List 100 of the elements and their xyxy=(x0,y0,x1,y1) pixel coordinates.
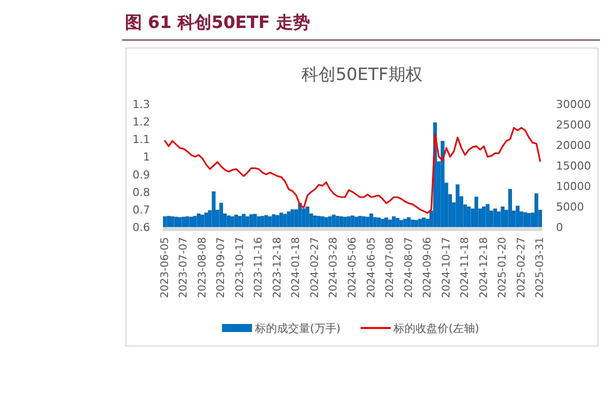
bar xyxy=(384,218,388,227)
bar xyxy=(279,212,284,227)
x-tick-label: 2024-01-18 xyxy=(290,237,302,298)
bar xyxy=(166,216,171,227)
y2-tick-label: 5000 xyxy=(556,200,584,214)
x-tick-label: 2025-01-20 xyxy=(496,237,509,298)
bar xyxy=(426,218,430,227)
bar xyxy=(474,196,478,227)
y-tick-label: 0.7 xyxy=(132,203,150,216)
bar xyxy=(332,214,336,227)
caption: 图 61 科创50ETF 走势 xyxy=(125,13,310,33)
bar xyxy=(170,216,174,227)
bar xyxy=(538,210,542,227)
bar xyxy=(200,214,204,227)
bar xyxy=(373,217,377,227)
bar xyxy=(306,206,310,227)
bar xyxy=(463,204,467,227)
bar xyxy=(530,212,534,227)
x-tick-label: 2024-06-05 xyxy=(365,237,378,298)
bar xyxy=(392,216,396,227)
bar xyxy=(246,216,250,227)
bar xyxy=(163,216,167,227)
x-tick-label: 2023-11-16 xyxy=(252,236,265,298)
bar xyxy=(418,218,422,227)
bar xyxy=(470,208,474,227)
bar xyxy=(406,217,411,227)
bar xyxy=(276,215,280,227)
bar xyxy=(230,216,234,227)
bar xyxy=(519,211,524,227)
bar xyxy=(350,216,354,227)
x-tick-label: 2024-07-08 xyxy=(384,237,396,298)
bar xyxy=(253,214,257,227)
y2-tick-label: 10000 xyxy=(556,180,591,193)
bar xyxy=(283,214,287,227)
bar xyxy=(234,214,238,227)
x-tick-label: 2023-10-17 xyxy=(234,237,246,298)
bar xyxy=(496,211,501,227)
y-tick-label: 1.3 xyxy=(132,98,150,111)
x-tick-label: 2023-08-08 xyxy=(196,237,208,298)
x-tick-label: 2024-02-27 xyxy=(308,237,321,298)
bar xyxy=(422,218,426,227)
y-tick-label: 0.9 xyxy=(132,168,150,182)
x-tick-label: 2024-03-28 xyxy=(328,237,340,298)
bar xyxy=(290,209,294,227)
x-tick-label: 2025-02-27 xyxy=(515,237,528,298)
bar xyxy=(316,216,321,227)
bar xyxy=(328,216,332,227)
bar xyxy=(403,218,407,227)
bar xyxy=(346,216,351,227)
bar xyxy=(459,196,464,227)
bar xyxy=(286,211,291,227)
y2-tick-label: 15000 xyxy=(556,160,591,172)
bar xyxy=(193,216,197,227)
bar xyxy=(436,161,441,227)
x-tick-label: 2023-06-05 xyxy=(158,237,171,298)
bar xyxy=(256,216,261,227)
y2-tick-label: 0 xyxy=(556,221,563,234)
bar xyxy=(178,217,182,227)
bar xyxy=(512,210,516,227)
bar xyxy=(242,214,246,227)
chart-title: 科创50ETF期权 xyxy=(302,65,422,85)
y-tick-label: 0.6 xyxy=(132,221,150,234)
bar xyxy=(376,218,381,227)
x-tick-label: 2023-07-07 xyxy=(178,237,190,298)
bar xyxy=(358,216,362,227)
bar xyxy=(216,210,220,227)
bar xyxy=(226,216,231,227)
bar xyxy=(440,140,444,227)
bar xyxy=(174,216,178,227)
x-tick-label: 2023-09-07 xyxy=(215,237,228,298)
bar xyxy=(298,202,302,227)
y2-tick-label: 20000 xyxy=(556,139,591,152)
bar xyxy=(493,208,497,227)
bar xyxy=(508,188,512,227)
bar xyxy=(429,210,434,227)
bar xyxy=(478,208,482,227)
y-tick-label: 1 xyxy=(143,150,150,164)
x-tick-label: 2024-11-18 xyxy=(459,237,472,298)
bar xyxy=(414,220,418,227)
bar xyxy=(189,216,194,227)
x-tick-label: 2025-03-31 xyxy=(534,237,546,298)
y-tick-label: 0.8 xyxy=(132,186,150,199)
bar xyxy=(302,208,306,227)
bar xyxy=(448,194,452,227)
bar xyxy=(504,210,508,227)
bar xyxy=(523,212,527,227)
bar xyxy=(500,206,504,227)
bar xyxy=(212,191,216,227)
bar xyxy=(272,214,276,227)
bar xyxy=(466,206,471,227)
bar xyxy=(456,184,460,227)
x-tick-label: 2023-12-18 xyxy=(271,237,284,298)
bar xyxy=(208,210,212,227)
bar xyxy=(320,216,324,227)
x-tick-label: 2024-10-17 xyxy=(440,237,452,298)
y2-tick-label: 30000 xyxy=(556,98,591,111)
bar xyxy=(388,220,392,227)
x-tick-label: 2024-08-07 xyxy=(402,237,415,298)
bar xyxy=(238,216,242,227)
bar xyxy=(264,215,268,227)
